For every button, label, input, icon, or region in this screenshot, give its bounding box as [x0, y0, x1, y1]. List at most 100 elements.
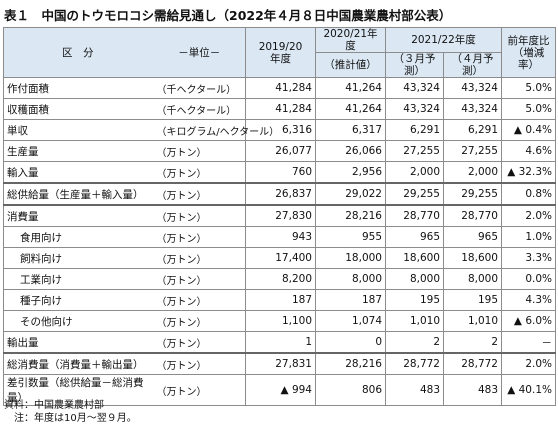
- table-row: 種子向け （万トン） 187 187 195 195 4.3%: [3, 289, 556, 311]
- value-cell: 8,200: [245, 268, 316, 290]
- value-cell: 43,324: [443, 77, 502, 99]
- row-label: 作付面積: [3, 77, 154, 99]
- value-cell: 965: [443, 226, 502, 248]
- value-cell: 41,284: [245, 98, 316, 120]
- value-cell: 943: [245, 226, 316, 248]
- value-cell: 4.3%: [501, 289, 556, 311]
- value-cell: 28,770: [385, 204, 444, 227]
- row-label: 消費量: [3, 204, 154, 227]
- value-cell: 1,010: [443, 310, 502, 332]
- value-cell: 8,000: [443, 268, 502, 290]
- value-cell: 2.0%: [501, 352, 556, 375]
- value-cell: 8,000: [385, 268, 444, 290]
- value-cell: ▲ 994: [245, 374, 316, 406]
- value-cell: 2: [385, 331, 444, 354]
- value-cell: 28,216: [315, 204, 386, 227]
- value-cell: 26,066: [315, 140, 386, 162]
- value-cell: 41,284: [245, 77, 316, 99]
- row-unit: （万トン）: [153, 310, 246, 332]
- value-cell: 18,600: [443, 247, 502, 269]
- value-cell: 2: [443, 331, 502, 354]
- header-cell: （推計値）: [315, 52, 386, 78]
- row-unit: （万トン）: [153, 247, 246, 269]
- value-cell: －: [501, 331, 556, 354]
- value-cell: 28,772: [443, 352, 502, 375]
- row-label: 食用向け: [3, 226, 154, 248]
- value-cell: 187: [315, 289, 386, 311]
- supply-demand-table: 区 分 －単位－ 2019/20 年度 2020/21年度 2021/22年度 …: [3, 27, 556, 406]
- value-cell: 26,077: [245, 140, 316, 162]
- value-cell: 28,216: [315, 352, 386, 375]
- value-cell: 18,600: [385, 247, 444, 269]
- row-label: 輸出量: [3, 331, 154, 354]
- value-cell: 3.3%: [501, 247, 556, 269]
- row-unit: （キログラム/ヘクタール）: [153, 119, 279, 141]
- value-cell: 1: [245, 331, 316, 354]
- value-cell: 0: [315, 331, 386, 354]
- value-cell: ▲ 40.1%: [501, 374, 556, 406]
- value-cell: 29,022: [315, 182, 386, 206]
- table-row: 単収 （キログラム/ヘクタール） 6,316 6,317 6,291 6,291 ▲ 0.4…: [3, 119, 556, 141]
- value-cell: 27,830: [245, 204, 316, 227]
- row-unit: （万トン）: [153, 161, 246, 184]
- table-row: 収穫面積 （千ヘクタール） 41,284 41,264 43,324 43,324 5.0%: [3, 98, 556, 120]
- value-cell: 1,074: [315, 310, 386, 332]
- value-cell: 187: [245, 289, 316, 311]
- value-cell: 5.0%: [501, 98, 556, 120]
- table-row: 輸入量 （万トン） 760 2,956 2,000 2,000 ▲ 32.3%: [3, 161, 556, 184]
- value-cell: 955: [315, 226, 386, 248]
- value-cell: 43,324: [385, 77, 444, 99]
- row-unit: （万トン）: [153, 226, 246, 248]
- header-cell: （３月予測）: [385, 52, 444, 78]
- value-cell: 6,317: [315, 119, 386, 141]
- value-cell: 6,291: [385, 119, 444, 141]
- table-row: 工業向け （万トン） 8,200 8,000 8,000 8,000 0.0%: [3, 268, 556, 290]
- value-cell: 29,255: [385, 182, 444, 206]
- value-cell: 483: [443, 374, 502, 406]
- row-unit: （万トン）: [153, 268, 246, 290]
- table-body: 作付面積 （千ヘクタール） 41,284 41,264 43,324 43,324 5.0%…: [3, 77, 556, 406]
- header-cell: 2021/22年度: [385, 27, 502, 53]
- table-row: 総供給量（生産量＋輸入量） （万トン） 26,837 29,022 29,255 29,2…: [3, 182, 556, 206]
- value-cell: 43,324: [385, 98, 444, 120]
- value-cell: 0.0%: [501, 268, 556, 290]
- row-label: 工業向け: [3, 268, 154, 290]
- value-cell: 28,770: [443, 204, 502, 227]
- value-cell: 2,000: [385, 161, 444, 184]
- value-cell: 29,255: [443, 182, 502, 206]
- table-row: 総消費量（消費量＋輸出量） （万トン） 27,831 28,216 28,772 28,7…: [3, 352, 556, 375]
- table-row: 作付面積 （千ヘクタール） 41,284 41,264 43,324 43,324 5.0%: [3, 77, 556, 99]
- table-row: 食用向け （万トン） 943 955 965 965 1.0%: [3, 226, 556, 248]
- value-cell: 2,956: [315, 161, 386, 184]
- value-cell: 806: [315, 374, 386, 406]
- table-title: 表１ 中国のトウモロコシ需給見通し（2022年４月８日中国農業農村部公表）: [4, 8, 452, 23]
- value-cell: 27,255: [385, 140, 444, 162]
- row-unit: （千ヘクタール）: [153, 77, 246, 99]
- row-unit: （万トン）: [153, 140, 246, 162]
- table-header: 区 分 －単位－ 2019/20 年度 2020/21年度 2021/22年度 …: [3, 27, 556, 78]
- value-cell: 965: [385, 226, 444, 248]
- value-cell: 1,010: [385, 310, 444, 332]
- row-label: 輸入量: [3, 161, 154, 184]
- header-cell: 前年度比 （増減率）: [501, 27, 556, 78]
- value-cell: 27,255: [443, 140, 502, 162]
- row-unit: （万トン）: [153, 289, 246, 311]
- table-row: 差引数量（総供給量－総消費量） （万トン） ▲ 994 806 483 483 ▲ 40.1…: [3, 374, 556, 406]
- value-cell: 6,291: [443, 119, 502, 141]
- table-row: 輸出量 （万トン） 1 0 2 2 －: [3, 331, 556, 354]
- value-cell: 2.0%: [501, 204, 556, 227]
- row-label: その他向け: [3, 310, 154, 332]
- value-cell: 18,000: [315, 247, 386, 269]
- header-cell: （４月予測）: [443, 52, 502, 78]
- table-row: 生産量 （万トン） 26,077 26,066 27,255 27,255 4.6%: [3, 140, 556, 162]
- value-cell: 483: [385, 374, 444, 406]
- value-cell: 8,000: [315, 268, 386, 290]
- value-cell: 2,000: [443, 161, 502, 184]
- value-cell: ▲ 32.3%: [501, 161, 556, 184]
- row-label: 生産量: [3, 140, 154, 162]
- row-label: 総消費量（消費量＋輸出量）: [3, 352, 154, 375]
- header-cell: 2020/21年度: [315, 27, 386, 53]
- row-unit: （万トン）: [153, 352, 246, 375]
- value-cell: 4.6%: [501, 140, 556, 162]
